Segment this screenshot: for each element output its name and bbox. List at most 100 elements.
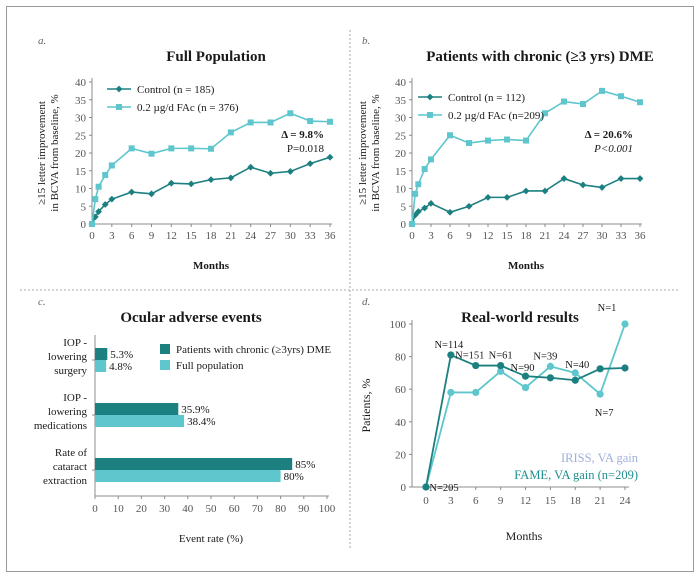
y-tick-label: 80 xyxy=(395,352,407,364)
category-label: lowering xyxy=(48,406,88,418)
p-value-annotation: P<0.001 xyxy=(593,143,633,155)
legend-label: 0.2 µg/d FAc (n=209) xyxy=(448,110,544,122)
y-tick-label: 25 xyxy=(75,130,87,142)
x-tick-label: 21 xyxy=(225,230,236,242)
x-tick-label: 50 xyxy=(206,503,218,515)
bar-value-label: 4.8% xyxy=(109,361,132,373)
x-tick-label: 18 xyxy=(521,230,533,242)
data-point xyxy=(421,204,429,212)
data-point xyxy=(267,119,274,126)
legend-swatch xyxy=(160,360,170,370)
chart-title: Ocular adverse events xyxy=(120,310,262,326)
data-point xyxy=(542,110,548,117)
x-tick-label: 6 xyxy=(129,230,135,242)
bar xyxy=(95,470,281,482)
data-point xyxy=(596,390,604,398)
data-point xyxy=(327,118,333,125)
data-point xyxy=(497,367,505,375)
bar-value-label: 85% xyxy=(295,459,315,471)
data-point xyxy=(579,181,587,189)
data-point xyxy=(427,200,435,207)
bar xyxy=(95,403,179,415)
y-tick-label: 5 xyxy=(401,201,407,213)
legend-marker xyxy=(427,112,433,118)
y-tick-label: 35 xyxy=(395,95,407,107)
chart-title: Patients with chronic (≥3 yrs) DME xyxy=(426,49,654,65)
data-point xyxy=(521,372,530,380)
y-tick-label: 30 xyxy=(75,113,87,125)
x-tick-label: 24 xyxy=(620,495,632,507)
y-tick-label: 0 xyxy=(401,482,407,494)
x-tick-label: 30 xyxy=(597,230,609,242)
y-tick-label: 20 xyxy=(395,148,407,160)
y-tick-label: 40 xyxy=(75,77,87,89)
data-point xyxy=(621,320,629,328)
x-tick-label: 100 xyxy=(319,503,336,515)
data-point xyxy=(148,190,155,198)
data-point xyxy=(307,118,314,125)
x-tick-label: 12 xyxy=(520,495,531,507)
figure-frame xyxy=(6,6,694,572)
category-label: medications xyxy=(34,420,87,432)
x-axis-label: Months xyxy=(193,260,230,272)
data-point xyxy=(409,221,415,227)
y-tick-label: 60 xyxy=(395,384,407,396)
data-point xyxy=(599,87,605,94)
x-tick-label: 21 xyxy=(540,230,551,242)
x-tick-label: 12 xyxy=(483,230,494,242)
x-axis-label: Months xyxy=(506,529,543,543)
x-tick-label: 36 xyxy=(325,230,337,242)
data-point xyxy=(571,369,579,377)
x-tick-label: 20 xyxy=(136,503,148,515)
x-tick-label: 36 xyxy=(635,230,647,242)
y-tick-label: 40 xyxy=(395,77,407,89)
data-point xyxy=(636,175,644,182)
x-tick-label: 27 xyxy=(578,230,590,242)
delta-annotation: Δ = 9.8% xyxy=(281,129,324,141)
data-point xyxy=(207,176,215,184)
data-point xyxy=(446,208,454,216)
data-point xyxy=(447,388,455,397)
point-label: N=61 xyxy=(489,351,513,362)
bar-value-label: 35.9% xyxy=(181,404,209,416)
data-point xyxy=(102,172,109,179)
data-point xyxy=(447,132,453,139)
bar xyxy=(95,415,185,427)
data-point xyxy=(101,201,109,208)
y-tick-label: 5 xyxy=(81,201,87,213)
data-point xyxy=(247,163,255,171)
data-point xyxy=(326,153,334,161)
x-tick-label: 24 xyxy=(245,230,257,242)
bar-value-label: 38.4% xyxy=(187,416,215,428)
legend-swatch xyxy=(160,344,170,354)
x-tick-label: 3 xyxy=(109,230,115,242)
y-tick-label: 0 xyxy=(81,219,87,231)
y-tick-label: 25 xyxy=(395,130,407,142)
x-tick-label: 33 xyxy=(616,230,628,242)
y-tick-label: 10 xyxy=(75,184,87,196)
y-tick-label: 10 xyxy=(395,184,407,196)
data-point xyxy=(128,188,136,196)
series-line xyxy=(91,112,331,225)
data-point xyxy=(503,193,511,201)
data-point xyxy=(187,180,195,188)
x-tick-label: 60 xyxy=(229,503,241,515)
category-label: surgery xyxy=(54,365,87,377)
bar xyxy=(95,360,107,372)
x-tick-label: 27 xyxy=(265,230,277,242)
data-point xyxy=(546,362,554,370)
panel-letter: b. xyxy=(362,35,370,47)
data-point xyxy=(617,175,625,182)
x-tick-label: 15 xyxy=(502,230,514,242)
data-point xyxy=(521,383,530,392)
data-point xyxy=(412,190,419,197)
data-point xyxy=(208,145,214,152)
point-label: N=7 xyxy=(595,408,614,419)
x-tick-label: 6 xyxy=(447,230,453,242)
bar-value-label: 80% xyxy=(284,471,304,483)
x-axis-label: Event rate (%) xyxy=(179,533,243,545)
category-label: Rate of xyxy=(55,447,87,459)
series-line xyxy=(411,177,640,225)
data-point xyxy=(637,99,643,106)
data-point xyxy=(108,195,116,203)
